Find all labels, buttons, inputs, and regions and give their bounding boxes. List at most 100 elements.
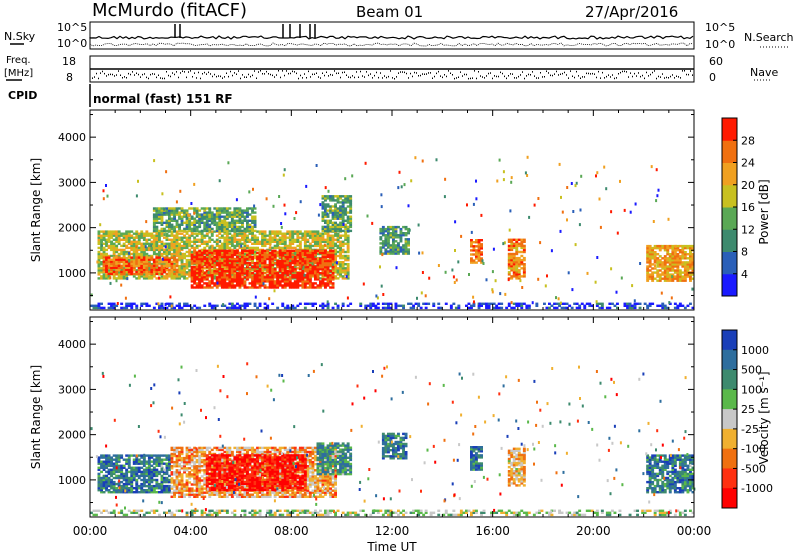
scatter-cell	[566, 218, 568, 222]
data-cell	[233, 244, 237, 248]
data-cell	[190, 255, 194, 259]
scatter-cell	[615, 290, 618, 294]
data-cell	[241, 278, 244, 281]
scatter-cell	[317, 213, 320, 217]
data-cell	[185, 213, 189, 216]
data-cell	[510, 254, 514, 258]
data-cell	[558, 304, 561, 307]
nave-dot	[466, 73, 467, 76]
data-cell	[517, 304, 521, 307]
scatter-cell	[209, 245, 212, 249]
data-cell	[281, 236, 285, 239]
data-cell	[175, 264, 179, 267]
scatter-cell	[407, 204, 410, 208]
data-cell	[334, 277, 337, 280]
data-cell	[296, 234, 300, 237]
data-cell	[321, 213, 325, 216]
data-cell	[470, 241, 473, 244]
data-cell	[223, 253, 227, 257]
scatter-cell	[96, 260, 99, 264]
data-cell	[145, 240, 149, 243]
data-cell	[215, 240, 219, 243]
data-cell	[145, 272, 149, 276]
data-cell	[424, 306, 428, 310]
data-cell	[261, 236, 264, 239]
data-cell	[243, 227, 247, 231]
data-cell	[439, 306, 443, 310]
data-cell	[132, 266, 136, 269]
data-cell	[215, 234, 219, 237]
data-cell	[243, 234, 247, 237]
data-cell	[495, 304, 499, 307]
data-cell	[251, 207, 254, 210]
data-cell	[253, 215, 257, 218]
data-cell	[107, 272, 111, 276]
data-cell	[616, 302, 619, 305]
data-cell	[183, 252, 186, 256]
data-cell	[238, 270, 242, 273]
data-cell	[681, 261, 685, 264]
data-cell	[311, 270, 315, 273]
data-cell	[218, 217, 222, 220]
nave-dot	[176, 71, 177, 73]
scatter-cell	[494, 279, 497, 283]
data-cell	[256, 242, 259, 245]
data-cell	[236, 213, 239, 216]
data-cell	[314, 230, 317, 233]
data-cell	[198, 244, 202, 248]
data-cell	[683, 253, 687, 256]
data-cell	[296, 284, 300, 287]
data-cell	[276, 242, 280, 245]
scatter-cell	[650, 165, 653, 169]
data-cell	[389, 250, 393, 253]
data-cell	[278, 265, 282, 269]
data-cell	[215, 238, 219, 241]
scatter-cell	[278, 195, 281, 198]
scatter-cell	[550, 249, 553, 253]
data-cell	[228, 240, 232, 243]
nave-dot	[400, 71, 401, 73]
data-cell	[97, 252, 101, 256]
data-cell	[210, 269, 214, 272]
data-cell	[210, 234, 214, 237]
scatter-cell	[298, 254, 301, 258]
nave-dot	[570, 70, 571, 72]
data-cell	[661, 306, 665, 310]
data-cell	[472, 302, 476, 305]
data-cell	[183, 211, 186, 214]
data-cell	[100, 248, 103, 252]
data-cell	[155, 213, 159, 216]
data-cell	[293, 257, 297, 261]
data-cell	[303, 257, 307, 261]
data-cell	[183, 275, 186, 278]
data-cell	[102, 236, 106, 239]
data-cell	[105, 242, 108, 245]
data-cell	[331, 197, 335, 200]
data-cell	[183, 273, 186, 276]
data-cell	[170, 232, 174, 235]
data-cell	[651, 251, 655, 254]
data-cell	[653, 244, 657, 248]
data-cell	[369, 304, 373, 307]
data-cell	[188, 258, 192, 262]
data-cell	[288, 273, 292, 276]
scatter-cell	[169, 295, 172, 299]
data-cell	[334, 234, 337, 237]
nave-dot	[468, 77, 469, 80]
data-cell	[326, 215, 330, 218]
data-cell	[691, 259, 695, 262]
data-cell	[336, 199, 340, 202]
data-cell	[402, 225, 405, 229]
data-cell	[278, 261, 282, 265]
data-cell	[112, 230, 116, 233]
data-cell	[507, 240, 511, 243]
data-cell	[303, 284, 307, 287]
data-cell	[636, 302, 639, 305]
data-cell	[97, 250, 101, 254]
data-cell	[213, 240, 217, 243]
data-cell	[241, 219, 244, 222]
data-cell	[190, 257, 194, 261]
data-cell	[676, 269, 680, 272]
data-cell	[331, 211, 335, 214]
scatter-cell	[455, 278, 458, 282]
